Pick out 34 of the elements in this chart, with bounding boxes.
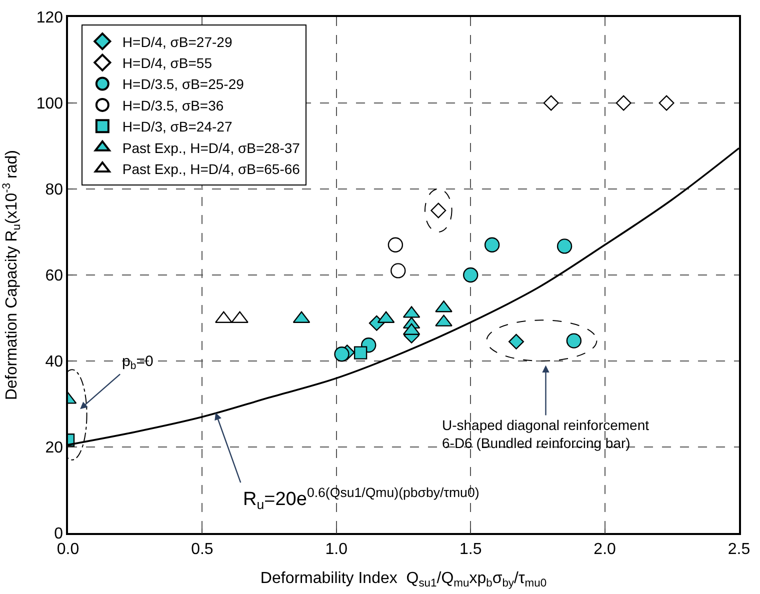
x-tick-label: 2.5 bbox=[728, 540, 750, 558]
y-tick-label: 120 bbox=[36, 10, 64, 27]
x-tick-label: 0.5 bbox=[191, 540, 214, 558]
x-tick-label: 0.0 bbox=[56, 540, 80, 558]
y-tick-label: 100 bbox=[36, 96, 64, 113]
x-tick-label: 2.0 bbox=[594, 540, 616, 558]
point bbox=[543, 95, 559, 111]
point bbox=[388, 237, 404, 252]
legend-label: H=D/3, σB=24-27 bbox=[122, 118, 232, 135]
annotation: R$_{u}$=20e$^{0.6(Qsu1/Qmu)(pbσby/τmu0)}$ bbox=[243, 485, 480, 512]
legend-label: Past Exp., H=D/4, σB=28-37 bbox=[122, 140, 300, 156]
legend-label: Past Exp., H=D/4, σB=65-66 bbox=[122, 161, 300, 177]
point bbox=[658, 95, 674, 111]
y-tick-label: 0 bbox=[54, 526, 64, 543]
point bbox=[556, 238, 572, 254]
text: Deformability Index Q$_{su1}$/Q$_{mu}$xp$_{b}$σ$_{by}$/τ$_{mu0}$ bbox=[260, 570, 547, 590]
point bbox=[334, 346, 350, 362]
legend-label: H=D/4, σB=55 bbox=[122, 55, 212, 71]
y-tick-label: 80 bbox=[45, 182, 64, 199]
point bbox=[390, 263, 406, 278]
legend-label: H=D/4, σB=27-29 bbox=[122, 34, 232, 50]
point bbox=[616, 95, 632, 111]
y-tick-label: 40 bbox=[45, 354, 64, 371]
x-tick-label: 1.0 bbox=[325, 540, 348, 558]
point bbox=[484, 237, 500, 252]
x-tick-label: 1.5 bbox=[459, 540, 482, 558]
y-tick-label: 20 bbox=[45, 440, 64, 457]
y-tick-label: 60 bbox=[45, 268, 64, 285]
legend-label: H=D/3.5, σB=25-29 bbox=[122, 76, 244, 92]
point bbox=[508, 334, 524, 350]
point bbox=[566, 333, 582, 348]
annotation: U-shaped diagonal reinforcement 6-D6 (Bundled reinforcing bar) bbox=[442, 417, 650, 452]
point bbox=[463, 267, 478, 283]
legend-label: H=D/3.5, σB=36 bbox=[122, 97, 224, 114]
